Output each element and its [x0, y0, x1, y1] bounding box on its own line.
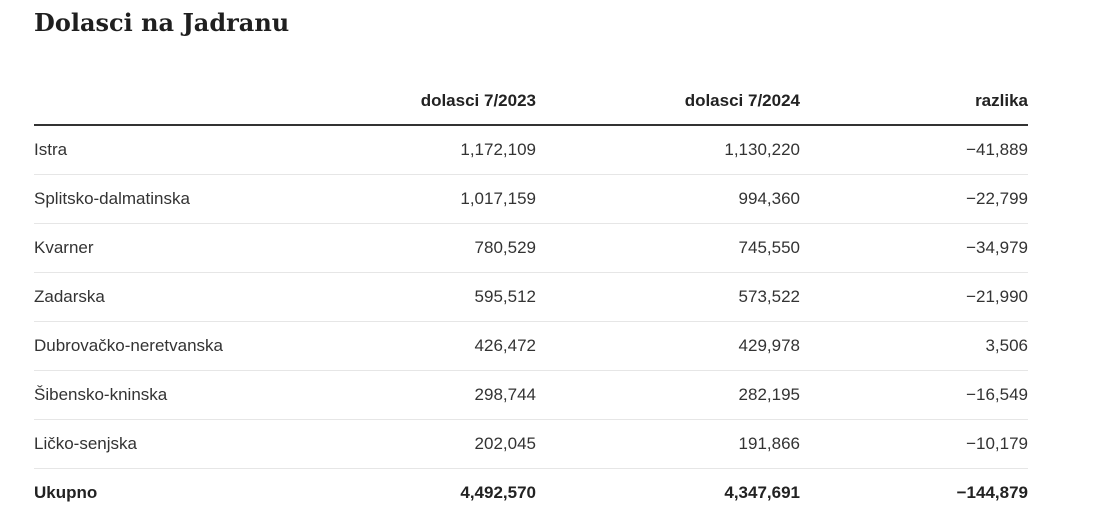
table-row: Zadarska 595,512 573,522 −21,990: [34, 272, 1028, 322]
arrivals-2023-cell: 298,744: [334, 370, 536, 420]
arrivals-2024-cell: 745,550: [536, 223, 800, 273]
difference-cell: −10,179: [800, 419, 1028, 469]
arrivals-2023-cell: 202,045: [334, 419, 536, 469]
header-difference: razlika: [800, 78, 1028, 126]
table-row: Kvarner 780,529 745,550 −34,979: [34, 223, 1028, 273]
table-row: Ličko-senjska 202,045 191,866 −10,179: [34, 419, 1028, 469]
arrivals-table-container: dolasci 7/2023 dolasci 7/2024 razlika Is…: [34, 78, 1028, 517]
page-title: Dolasci na Jadranu: [34, 8, 290, 37]
arrivals-2023-cell: 426,472: [334, 321, 536, 371]
header-arrivals-2023: dolasci 7/2023: [334, 78, 536, 126]
table-row: Splitsko-dalmatinska 1,017,159 994,360 −…: [34, 174, 1028, 224]
total-label: Ukupno: [34, 468, 334, 517]
difference-cell: −22,799: [800, 174, 1028, 224]
arrivals-2023-cell: 1,172,109: [334, 125, 536, 175]
arrivals-2024-cell: 429,978: [536, 321, 800, 371]
arrivals-2024-cell: 282,195: [536, 370, 800, 420]
table-body: Istra 1,172,109 1,130,220 −41,889 Splits…: [34, 125, 1028, 517]
arrivals-2023-cell: 1,017,159: [334, 174, 536, 224]
arrivals-2023-cell: 780,529: [334, 223, 536, 273]
region-cell: Šibensko-kninska: [34, 370, 334, 420]
region-cell: Zadarska: [34, 272, 334, 322]
header-region: [34, 78, 334, 126]
difference-cell: −41,889: [800, 125, 1028, 175]
difference-cell: −34,979: [800, 223, 1028, 273]
region-cell: Splitsko-dalmatinska: [34, 174, 334, 224]
table-row: Dubrovačko-neretvanska 426,472 429,978 3…: [34, 321, 1028, 371]
arrivals-2024-cell: 573,522: [536, 272, 800, 322]
total-difference: −144,879: [800, 468, 1028, 517]
region-cell: Ličko-senjska: [34, 419, 334, 469]
total-arrivals-2024: 4,347,691: [536, 468, 800, 517]
arrivals-2024-cell: 191,866: [536, 419, 800, 469]
difference-cell: −16,549: [800, 370, 1028, 420]
arrivals-2024-cell: 1,130,220: [536, 125, 800, 175]
total-arrivals-2023: 4,492,570: [334, 468, 536, 517]
header-arrivals-2024: dolasci 7/2024: [536, 78, 800, 126]
arrivals-2023-cell: 595,512: [334, 272, 536, 322]
table-row: Istra 1,172,109 1,130,220 −41,889: [34, 125, 1028, 175]
arrivals-2024-cell: 994,360: [536, 174, 800, 224]
arrivals-table: dolasci 7/2023 dolasci 7/2024 razlika Is…: [34, 78, 1028, 517]
table-row: Šibensko-kninska 298,744 282,195 −16,549: [34, 370, 1028, 420]
region-cell: Istra: [34, 125, 334, 175]
difference-cell: 3,506: [800, 321, 1028, 371]
total-row: Ukupno 4,492,570 4,347,691 −144,879: [34, 468, 1028, 517]
table-header: dolasci 7/2023 dolasci 7/2024 razlika: [34, 78, 1028, 126]
region-cell: Dubrovačko-neretvanska: [34, 321, 334, 371]
difference-cell: −21,990: [800, 272, 1028, 322]
region-cell: Kvarner: [34, 223, 334, 273]
header-row: dolasci 7/2023 dolasci 7/2024 razlika: [34, 78, 1028, 126]
